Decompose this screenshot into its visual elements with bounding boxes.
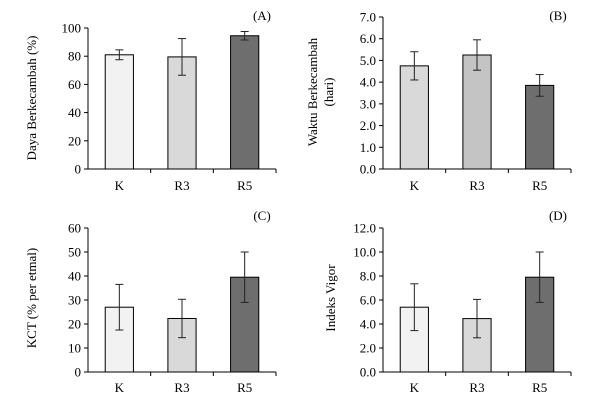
y-tick-label: 4.0 (360, 317, 376, 332)
y-tick-label: 2.0 (360, 118, 376, 133)
y-axis-label: KCT (% per etmal) (24, 248, 39, 348)
y-tick-label: 100 (62, 21, 82, 36)
y-tick-label: 20 (68, 317, 81, 332)
bar (525, 84, 555, 170)
y-tick-label: 20 (68, 133, 81, 148)
y-tick-label: 10.0 (353, 245, 376, 260)
x-category-label: R5 (237, 178, 252, 193)
y-tick-label: 8.0 (360, 269, 376, 284)
x-category-label: R5 (532, 178, 547, 193)
y-tick-label: 0 (75, 162, 82, 177)
x-category-label: K (115, 178, 125, 193)
y-tick-label: 6.0 (360, 31, 376, 46)
y-tick-label: 7.0 (360, 10, 376, 25)
bar (462, 318, 492, 373)
chart-panel-4: 0.0 2.0 4.0 6.0 8.0 10.0 12.0 K R3 R5 (D) Indeks Vi… (323, 208, 572, 395)
y-tick-label: 0 (75, 365, 82, 380)
y-tick-label: 5.0 (360, 53, 376, 68)
y-tick-label: 60 (68, 77, 81, 92)
y-axis-label-unit: (hari) (321, 78, 336, 107)
x-category-label: R5 (532, 380, 547, 395)
chart-panel-2: 0.0 1.0 2.0 3.0 4.0 5.0 6.0 7.0 K R3 R5 (B) Waktu Be… (305, 8, 572, 193)
x-category-label: K (410, 380, 420, 395)
bar (399, 65, 429, 170)
y-tick-label: 6.0 (360, 293, 376, 308)
x-category-label: R3 (469, 380, 484, 395)
x-category-label: R3 (174, 178, 189, 193)
x-category-label: R5 (237, 380, 252, 395)
x-category-label: R3 (174, 380, 189, 395)
panel-label: (B) (549, 8, 566, 23)
y-tick-label: 60 (68, 221, 81, 236)
x-category-label: K (410, 178, 420, 193)
y-tick-label: 10 (68, 341, 81, 356)
y-tick-label: 0.0 (360, 365, 376, 380)
chart-panel-1: 0 20 40 60 80 100 K R3 R5 (A) Daya Berkecambah (%) (24, 8, 277, 193)
y-tick-label: 30 (68, 293, 81, 308)
y-tick-label: 2.0 (360, 341, 376, 356)
bar (104, 54, 134, 170)
bar (230, 35, 260, 170)
y-axis-label: Waktu Berkecambah (305, 37, 320, 146)
panel-label: (D) (549, 208, 567, 223)
y-tick-label: 3.0 (360, 96, 376, 111)
x-category-label: K (115, 380, 125, 395)
y-axis-label: Daya Berkecambah (%) (24, 36, 39, 161)
y-tick-label: 50 (68, 245, 81, 260)
y-tick-label: 40 (68, 105, 81, 120)
y-tick-label: 0.0 (360, 162, 376, 177)
chart-panel-3: 0 10 20 30 40 50 60 K R3 R5 (C) KCT (% per etmal) (24, 208, 277, 395)
y-tick-label: 80 (68, 49, 81, 64)
y-tick-label: 40 (68, 269, 81, 284)
panel-label: (C) (253, 208, 270, 223)
bar (167, 56, 197, 170)
y-axis-label: Indeks Vigor (323, 264, 338, 332)
y-tick-label: 12.0 (353, 221, 376, 236)
panel-label: (A) (253, 8, 271, 23)
bar (462, 54, 492, 170)
x-category-label: R3 (469, 178, 484, 193)
y-tick-label: 1.0 (360, 140, 376, 155)
y-tick-label: 4.0 (360, 75, 376, 90)
